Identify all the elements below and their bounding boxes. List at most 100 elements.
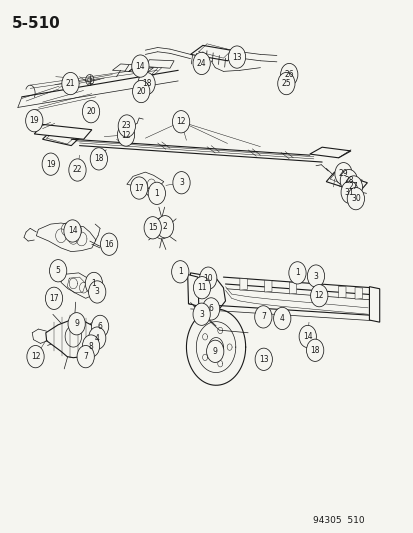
Circle shape — [306, 339, 323, 361]
Circle shape — [130, 177, 147, 199]
Circle shape — [88, 327, 106, 349]
Circle shape — [172, 111, 189, 133]
Text: 12: 12 — [314, 291, 323, 300]
Circle shape — [91, 316, 109, 337]
Text: 13: 13 — [258, 355, 268, 364]
Circle shape — [148, 182, 165, 205]
Circle shape — [273, 308, 290, 329]
Text: 18: 18 — [142, 79, 151, 88]
Text: 7: 7 — [260, 312, 265, 321]
Text: 10: 10 — [203, 273, 213, 282]
Text: 31: 31 — [344, 188, 354, 197]
Circle shape — [254, 348, 272, 370]
Circle shape — [82, 335, 100, 357]
Polygon shape — [354, 287, 361, 299]
Text: 9: 9 — [212, 347, 217, 356]
Circle shape — [280, 63, 297, 86]
Text: 12: 12 — [176, 117, 185, 126]
Circle shape — [45, 287, 62, 310]
Text: 3: 3 — [313, 271, 318, 280]
Text: 7: 7 — [83, 352, 88, 361]
Polygon shape — [145, 60, 174, 68]
Polygon shape — [43, 131, 79, 146]
Text: 4: 4 — [279, 314, 284, 323]
Circle shape — [82, 101, 100, 123]
Text: 25: 25 — [281, 79, 290, 88]
Text: 27: 27 — [348, 182, 358, 191]
Text: 4: 4 — [95, 334, 100, 343]
Text: 17: 17 — [49, 294, 59, 303]
Circle shape — [131, 55, 149, 77]
Circle shape — [310, 285, 327, 307]
Text: 6: 6 — [97, 322, 102, 331]
Text: 1: 1 — [154, 189, 159, 198]
Circle shape — [192, 303, 210, 325]
Text: 18: 18 — [310, 346, 319, 355]
Polygon shape — [190, 45, 239, 61]
Text: 11: 11 — [197, 283, 206, 292]
Text: 18: 18 — [94, 155, 103, 164]
Text: 2: 2 — [162, 222, 167, 231]
Polygon shape — [36, 223, 96, 252]
Polygon shape — [325, 172, 366, 192]
Circle shape — [193, 277, 210, 299]
Polygon shape — [313, 284, 320, 296]
Text: 5-510: 5-510 — [12, 16, 60, 31]
Text: 19: 19 — [46, 160, 55, 168]
Circle shape — [26, 110, 43, 132]
Circle shape — [132, 80, 150, 103]
Circle shape — [306, 265, 324, 287]
Text: 14: 14 — [302, 332, 312, 341]
Text: 16: 16 — [104, 240, 114, 249]
Circle shape — [173, 172, 190, 194]
Text: 3: 3 — [179, 178, 183, 187]
Circle shape — [88, 281, 106, 303]
Circle shape — [192, 52, 210, 75]
Circle shape — [69, 159, 86, 181]
Circle shape — [298, 325, 316, 348]
Text: 6: 6 — [208, 304, 213, 313]
Circle shape — [68, 313, 85, 335]
Circle shape — [64, 220, 81, 242]
Circle shape — [156, 216, 173, 238]
Circle shape — [42, 153, 59, 175]
Text: 1: 1 — [294, 268, 299, 277]
Circle shape — [171, 261, 188, 283]
Circle shape — [27, 345, 44, 368]
Circle shape — [77, 345, 94, 368]
Circle shape — [138, 72, 155, 95]
Text: 17: 17 — [134, 183, 144, 192]
Circle shape — [344, 176, 361, 198]
Text: 14: 14 — [68, 227, 77, 236]
Polygon shape — [309, 147, 350, 158]
Polygon shape — [264, 280, 271, 292]
Polygon shape — [338, 286, 345, 298]
Circle shape — [254, 306, 271, 328]
Text: 29: 29 — [338, 169, 347, 178]
Polygon shape — [126, 172, 164, 190]
Circle shape — [85, 272, 102, 295]
Polygon shape — [368, 287, 379, 322]
Text: 12: 12 — [121, 131, 131, 140]
Text: 24: 24 — [196, 59, 206, 68]
Text: 3: 3 — [95, 287, 100, 296]
Circle shape — [50, 260, 66, 282]
Text: 1: 1 — [178, 268, 182, 276]
Polygon shape — [112, 64, 137, 71]
Text: 3: 3 — [199, 310, 204, 319]
Text: 19: 19 — [29, 116, 39, 125]
Text: 94305  510: 94305 510 — [312, 516, 363, 525]
Text: 5: 5 — [56, 266, 60, 275]
Text: 15: 15 — [147, 223, 157, 232]
Circle shape — [100, 233, 117, 255]
Circle shape — [118, 115, 135, 137]
Text: 1: 1 — [91, 279, 96, 288]
Circle shape — [62, 72, 79, 95]
Circle shape — [206, 340, 223, 362]
Text: 28: 28 — [343, 176, 353, 185]
Text: 21: 21 — [66, 79, 75, 88]
Circle shape — [277, 72, 294, 95]
Text: 23: 23 — [122, 122, 131, 131]
Polygon shape — [61, 273, 94, 298]
Circle shape — [339, 169, 357, 192]
